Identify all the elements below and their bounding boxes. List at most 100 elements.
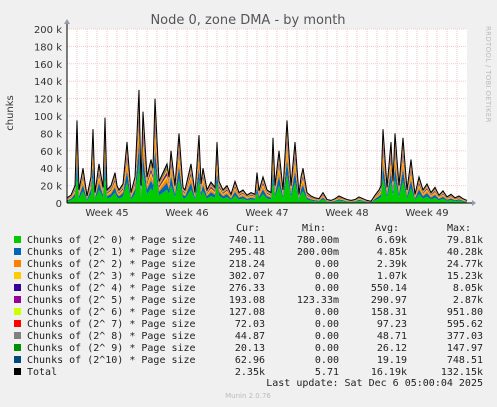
legend-max: 24.77k bbox=[447, 259, 483, 270]
legend-min: 0.00 bbox=[315, 343, 339, 354]
legend-min: 0.00 bbox=[315, 355, 339, 366]
legend-name: Chunks of (2^ 4) * Page size bbox=[27, 283, 196, 294]
legend-cur: 193.08 bbox=[229, 295, 265, 306]
legend-avg: 6.69k bbox=[377, 235, 407, 246]
legend-avg: 290.97 bbox=[371, 295, 407, 306]
legend-cur: 302.07 bbox=[229, 271, 265, 282]
legend-min: 0.00 bbox=[315, 331, 339, 342]
legend-row: Chunks of (2^ 5) * Page size 193.08 123.33… bbox=[14, 295, 483, 306]
y-ticks: 0 20 k 40 k 60 k 80 k 100 k 120 k 140 k 160 k 180… bbox=[34, 25, 62, 210]
legend-row: Chunks of (2^ 1) * Page size 295.48 200.00… bbox=[14, 247, 483, 258]
legend-min: 0.00 bbox=[315, 259, 339, 270]
legend-cur: 62.96 bbox=[235, 355, 265, 366]
legend-swatch bbox=[14, 320, 21, 327]
legend-name: Chunks of (2^ 9) * Page size bbox=[27, 343, 196, 354]
legend-min: 200.00m bbox=[297, 247, 339, 258]
legend-max: 40.28k bbox=[447, 247, 483, 258]
legend-max: 2.87k bbox=[453, 295, 483, 306]
legend-row: Chunks of (2^ 7) * Page size 72.03 0.00 97.… bbox=[14, 319, 483, 330]
legend-cur: 218.24 bbox=[229, 259, 265, 270]
legend-avg: 4.85k bbox=[377, 247, 407, 258]
legend-max: 8.05k bbox=[453, 283, 483, 294]
total-line bbox=[66, 89, 468, 202]
y-tick-label: 160 k bbox=[34, 60, 62, 71]
x-axis-arrow-icon bbox=[472, 200, 476, 206]
legend-swatch bbox=[14, 260, 21, 267]
legend-avg: 16.19k bbox=[371, 367, 407, 378]
y-tick-label: 80 k bbox=[40, 129, 62, 140]
area-series bbox=[67, 117, 467, 202]
legend-row: Chunks of (2^10) * Page size 62.96 0.00 19.… bbox=[14, 355, 483, 366]
legend-rows: Chunks of (2^ 0) * Page size 740.11 780.00… bbox=[14, 235, 483, 378]
legend-swatch bbox=[14, 332, 21, 339]
area-series bbox=[67, 122, 467, 202]
legend: Cur: Min: Avg: Max: Chunks of (2^ 0) * P… bbox=[14, 223, 483, 378]
y-tick-label: 0 bbox=[56, 199, 62, 210]
legend-max: 951.80 bbox=[447, 307, 483, 318]
legend-min: 0.00 bbox=[315, 283, 339, 294]
legend-cur: 127.08 bbox=[229, 307, 265, 318]
legend-max: 132.15k bbox=[441, 367, 483, 378]
area-series bbox=[67, 98, 467, 202]
legend-min: 0.00 bbox=[315, 307, 339, 318]
legend-cur: 72.03 bbox=[235, 319, 265, 330]
x-tick-label: Week 48 bbox=[325, 208, 368, 219]
legend-max: 595.62 bbox=[447, 319, 483, 330]
x-tick-label: Week 45 bbox=[85, 208, 128, 219]
legend-name: Total bbox=[27, 367, 57, 378]
x-tick-label: Week 47 bbox=[245, 208, 288, 219]
legend-avg: 158.31 bbox=[371, 307, 407, 318]
legend-swatch bbox=[14, 356, 21, 363]
legend-name: Chunks of (2^ 0) * Page size bbox=[27, 235, 196, 246]
area-series bbox=[67, 106, 467, 202]
legend-avg: 26.12 bbox=[377, 343, 407, 354]
legend-min: 0.00 bbox=[315, 271, 339, 282]
y-axis-arrow-icon bbox=[64, 19, 70, 24]
legend-name: Chunks of (2^ 7) * Page size bbox=[27, 319, 196, 330]
x-tick-label: Week 49 bbox=[405, 208, 448, 219]
legend-cur: 276.33 bbox=[229, 283, 265, 294]
legend-avg: 97.23 bbox=[377, 319, 407, 330]
legend-swatch bbox=[14, 368, 21, 375]
x-tick-label: Week 46 bbox=[165, 208, 208, 219]
area-series bbox=[67, 112, 467, 202]
legend-name: Chunks of (2^ 8) * Page size bbox=[27, 331, 196, 342]
area-series bbox=[67, 102, 467, 202]
legend-avg: 19.19 bbox=[377, 355, 407, 366]
legend-cur: 44.87 bbox=[235, 331, 265, 342]
y-tick-label: 200 k bbox=[34, 25, 62, 36]
legend-header-avg: Avg: bbox=[375, 223, 399, 234]
legend-row: Chunks of (2^ 9) * Page size 20.13 0.00 26.… bbox=[14, 343, 483, 354]
rrdtool-watermark: RRDTOOL / TOBI OETIKER bbox=[484, 26, 492, 123]
area-series bbox=[67, 95, 467, 202]
y-tick-label: 20 k bbox=[40, 182, 62, 193]
x-ticks: Week 45 Week 46 Week 47 Week 48 Week 49 bbox=[85, 208, 448, 219]
legend-cur: 295.48 bbox=[229, 247, 265, 258]
legend-max: 147.97 bbox=[447, 343, 483, 354]
area-series bbox=[67, 131, 467, 203]
legend-min: 780.00m bbox=[297, 235, 339, 246]
legend-swatch bbox=[14, 308, 21, 315]
legend-swatch bbox=[14, 272, 21, 279]
y-tick-label: 120 k bbox=[34, 95, 62, 106]
legend-min: 5.71 bbox=[315, 367, 339, 378]
legend-name: Chunks of (2^ 6) * Page size bbox=[27, 307, 196, 318]
legend-avg: 1.07k bbox=[377, 271, 407, 282]
legend-row: Chunks of (2^ 8) * Page size 44.87 0.00 48.… bbox=[14, 331, 483, 342]
legend-name: Chunks of (2^10) * Page size bbox=[27, 355, 196, 366]
plot-area: 0 20 k 40 k 60 k 80 k 100 k 120 k 140 k 160 k 180… bbox=[34, 19, 476, 219]
legend-row: Chunks of (2^ 6) * Page size 127.08 0.00 15… bbox=[14, 307, 483, 318]
legend-header-cur: Cur: bbox=[236, 223, 260, 234]
data-series bbox=[66, 89, 468, 203]
legend-row: Total 2.35k 5.71 16.19k 132.15k bbox=[14, 367, 483, 378]
y-tick-label: 100 k bbox=[34, 112, 62, 123]
chart-title: Node 0, zone DMA - by month bbox=[150, 13, 345, 28]
legend-swatch bbox=[14, 248, 21, 255]
legend-avg: 2.39k bbox=[377, 259, 407, 270]
legend-row: Chunks of (2^ 4) * Page size 276.33 0.00 55… bbox=[14, 283, 483, 294]
legend-name: Chunks of (2^ 1) * Page size bbox=[27, 247, 196, 258]
last-update: Last update: Sat Dec 6 05:00:04 2025 bbox=[266, 378, 483, 389]
legend-cur: 740.11 bbox=[229, 235, 265, 246]
legend-swatch bbox=[14, 284, 21, 291]
